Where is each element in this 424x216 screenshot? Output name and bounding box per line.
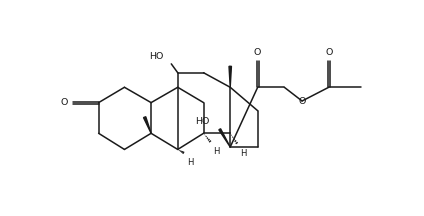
Polygon shape [143,117,151,133]
Polygon shape [219,129,230,147]
Text: HO: HO [195,117,209,126]
Text: H: H [187,157,194,167]
Text: O: O [60,98,67,107]
Text: H: H [240,149,246,158]
Text: O: O [298,97,306,106]
Text: O: O [325,48,332,57]
Text: H: H [213,147,220,156]
Text: O: O [254,48,261,57]
Text: HO: HO [149,52,163,61]
Polygon shape [229,66,232,87]
